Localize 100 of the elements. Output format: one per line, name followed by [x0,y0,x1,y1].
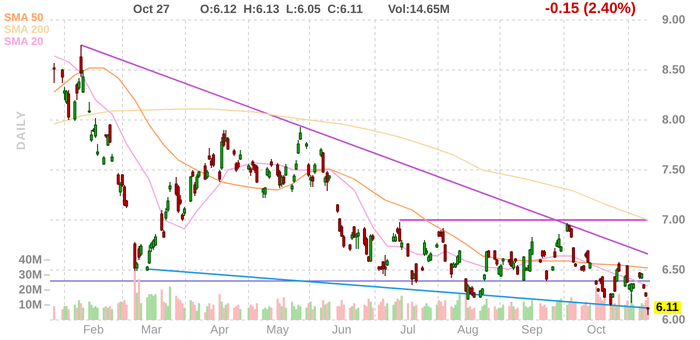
y-tick-label: 7.00 [662,212,686,226]
bar [320,308,322,320]
bar [206,306,208,320]
bar [237,304,240,320]
x-tick-label: Aug [457,322,479,337]
bar [436,304,438,320]
y-tick-label: 7.50 [662,162,686,176]
bar [440,302,442,320]
bar [181,303,184,320]
bar [485,298,488,320]
bar [194,304,196,320]
bar [473,308,476,320]
bar [626,300,628,320]
bar [386,303,388,320]
bar [262,309,264,320]
bar [322,300,324,320]
bar [496,309,498,320]
bar [545,308,548,320]
bar [502,304,504,320]
bar [282,297,285,320]
bar [450,306,452,320]
bar [183,308,186,320]
x-tick-label: Sep [521,322,544,337]
bar [305,308,308,320]
bar [430,308,432,320]
bar [588,304,592,320]
bar [512,306,515,320]
bar [266,309,268,320]
bar [470,309,474,320]
bar [284,308,287,320]
bar [154,294,157,320]
bar [396,298,399,320]
bar [152,296,155,320]
bar [488,308,490,320]
y2-tick-label: 10M [18,297,42,312]
bar [398,300,401,320]
y2-tick-label: 40M [18,252,42,266]
bar [348,308,352,320]
bar [458,294,461,320]
y-tick-label: 8.50 [662,62,686,76]
bar [556,302,558,320]
bar [498,308,500,320]
bar [299,306,302,320]
bar [297,304,300,320]
y-tick-label: 6.50 [662,262,686,276]
bar [530,300,534,320]
bar [312,309,314,320]
bar [428,306,430,320]
bar [220,302,223,320]
y2-tick-label: 20M [18,282,42,296]
bar [510,302,512,320]
bar [580,306,583,320]
bar [425,303,428,320]
x-tick-label: Feb [83,322,104,337]
bar [370,302,372,320]
y-tick-label: 6.00 [662,312,686,326]
bar [406,303,410,320]
bar [226,303,230,320]
bar [539,303,542,320]
y-tick-label: 8.00 [662,112,686,126]
text: Vol:14.65M [388,2,450,16]
x-tick-label: Jul [400,322,416,337]
text: SMA 200 [4,24,50,36]
bar [566,304,568,320]
bar [452,308,455,320]
bar [410,302,414,320]
bar [378,304,380,320]
bar [175,296,178,320]
bar [516,308,519,320]
bar [438,300,440,320]
bar [290,302,294,320]
bar [514,309,517,320]
bar [522,302,525,320]
bar [468,306,472,320]
bar [400,296,403,320]
bar [494,306,496,320]
bar [421,308,424,320]
bar [276,298,279,320]
bar [222,308,225,320]
text: Oct 27 [133,2,170,16]
x-tick-label: Oct [586,322,606,337]
text: -0.15 (2.40%) [545,0,636,17]
text: O:6.12 H:6.13 L:6.05 C:6.11 [200,2,363,16]
bar [392,304,395,320]
bar [248,308,250,320]
bar [233,308,236,320]
bar [423,306,426,320]
bar [481,306,484,320]
text: SMA 50 [4,12,44,24]
bar [250,304,252,320]
bar [168,286,172,320]
bar [500,308,502,320]
bar [444,300,446,320]
bar [280,306,283,320]
x-tick-label: Mar [141,322,162,337]
x-tick-label: Apr [210,322,229,337]
bar [353,303,356,320]
x-tick-label: May [266,322,289,337]
bar [256,303,258,320]
x-tick-label: Jun [332,322,352,337]
